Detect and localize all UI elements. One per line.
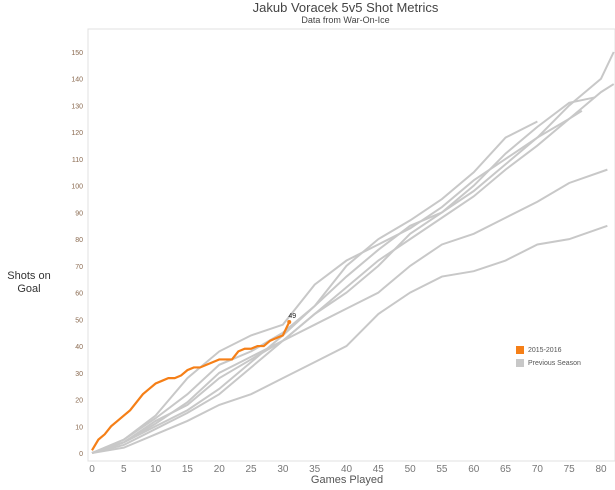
previous-season-line bbox=[91, 83, 615, 454]
y-tick-label: 110 bbox=[72, 157, 83, 164]
x-tick-label: 75 bbox=[564, 464, 576, 475]
chart-subtitle: Data from War-On-Ice bbox=[301, 15, 390, 25]
current-season-endpoint bbox=[287, 320, 292, 325]
previous-season-line bbox=[91, 120, 538, 454]
y-tick-label: 60 bbox=[75, 291, 83, 298]
x-tick-label: 45 bbox=[373, 464, 385, 475]
y-tick-label: 0 bbox=[79, 451, 83, 458]
legend-item-previous[interactable]: Previous Season bbox=[516, 359, 581, 367]
x-tick-label: 30 bbox=[277, 464, 289, 475]
x-tick-label: 65 bbox=[500, 464, 512, 475]
y-tick-label: 100 bbox=[71, 184, 83, 191]
y-tick-label: 120 bbox=[71, 130, 83, 137]
x-axis-label: Games Played bbox=[310, 474, 384, 486]
x-tick-label: 55 bbox=[436, 464, 448, 475]
chart-title: Jakub Voracek 5v5 Shot Metrics bbox=[252, 0, 439, 15]
legend-label: Previous Season bbox=[528, 359, 581, 367]
legend-item-current[interactable]: 2015-2016 bbox=[516, 346, 581, 354]
legend-swatch bbox=[516, 359, 524, 367]
y-tick-label: 80 bbox=[75, 237, 83, 244]
previous-season-line bbox=[91, 168, 608, 454]
current-season-line bbox=[91, 321, 291, 451]
y-tick-label: 40 bbox=[75, 344, 83, 351]
y-tick-label: 130 bbox=[71, 103, 83, 110]
x-tick-label: 60 bbox=[468, 464, 480, 475]
previous-season-line bbox=[91, 51, 615, 454]
x-tick-label: 25 bbox=[246, 464, 258, 475]
y-tick-label: 150 bbox=[71, 50, 83, 57]
x-tick-label: 0 bbox=[89, 464, 95, 475]
legend: 2015-2016 Previous Season bbox=[516, 346, 581, 372]
x-tick-label: 35 bbox=[309, 464, 321, 475]
x-tick-label: 80 bbox=[595, 464, 607, 475]
x-tick-label: 40 bbox=[341, 464, 353, 475]
x-tick-label: 70 bbox=[532, 464, 544, 475]
previous-season-line bbox=[91, 109, 583, 454]
legend-label: 2015-2016 bbox=[528, 346, 562, 354]
previous-season-line bbox=[91, 96, 595, 454]
y-tick-label: 140 bbox=[71, 77, 83, 84]
x-tick-label: 5 bbox=[121, 464, 127, 475]
y-tick-label: 90 bbox=[75, 210, 83, 217]
y-tick-label: 50 bbox=[75, 317, 83, 324]
y-tick-label: 70 bbox=[75, 264, 83, 271]
y-tick-label: 20 bbox=[75, 398, 83, 405]
plot-frame bbox=[87, 28, 615, 462]
end-value-label: 49 bbox=[288, 313, 296, 320]
y-tick-label: 30 bbox=[75, 371, 83, 378]
y-tick-label: 10 bbox=[75, 424, 83, 431]
x-tick-label: 20 bbox=[214, 464, 226, 475]
x-tick-label: 15 bbox=[182, 464, 194, 475]
previous-season-line bbox=[91, 224, 608, 454]
y-axis-label: Shots on Goal bbox=[7, 270, 51, 295]
x-tick-label: 10 bbox=[150, 464, 162, 475]
legend-swatch bbox=[516, 346, 524, 354]
x-tick-label: 50 bbox=[405, 464, 417, 475]
